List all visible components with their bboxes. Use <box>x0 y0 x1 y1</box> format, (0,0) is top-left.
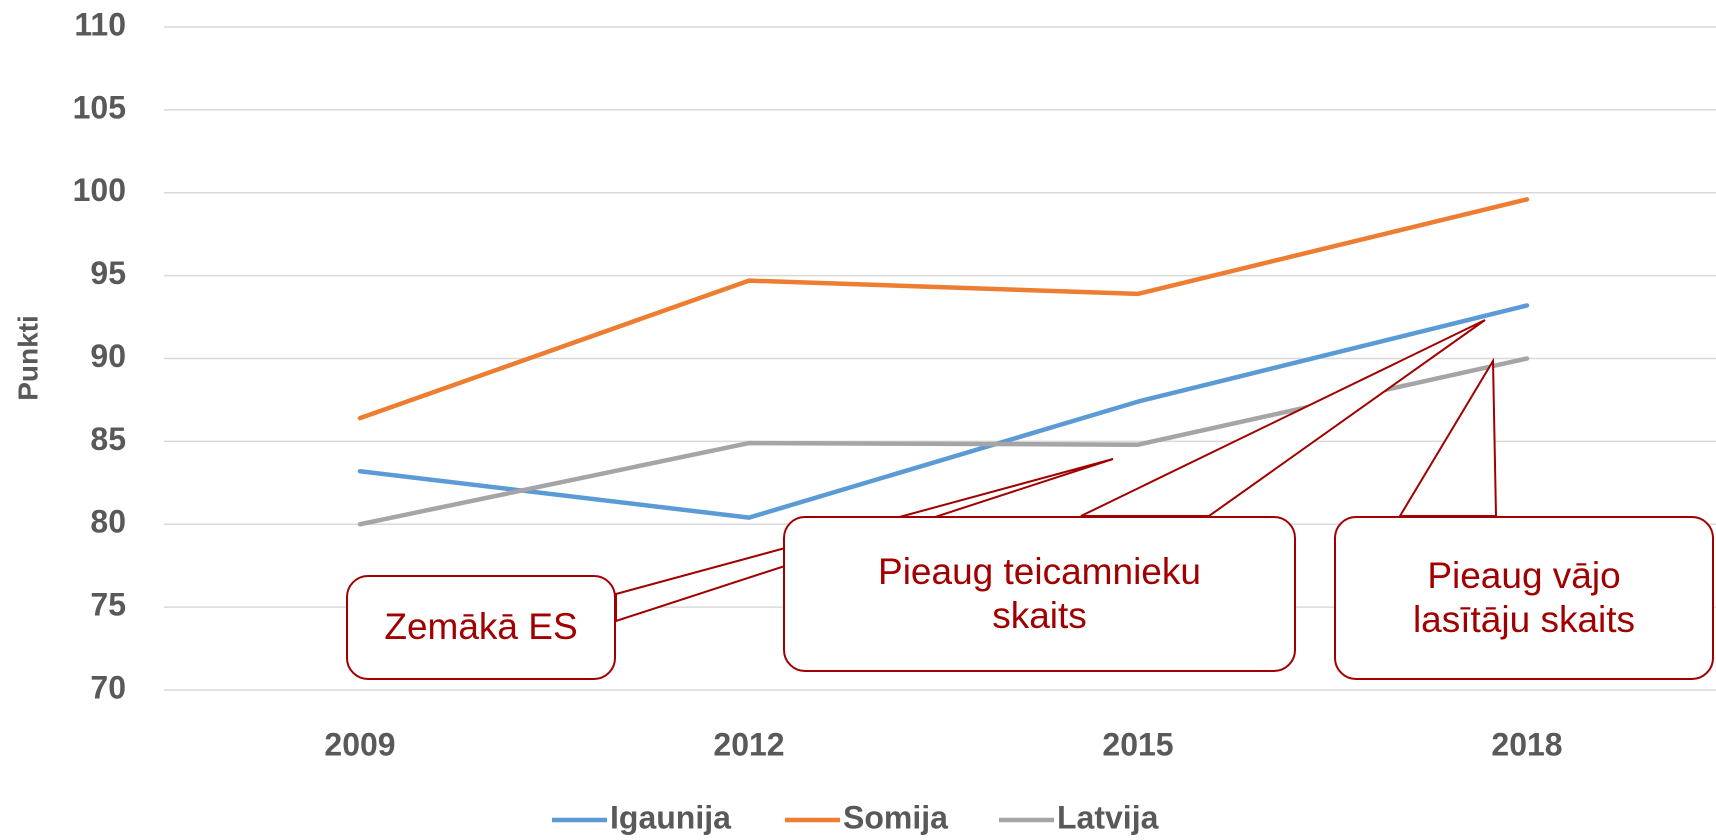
y-tick-label: 90 <box>90 338 126 374</box>
y-tick-label: 95 <box>90 255 126 291</box>
y-tick-label: 110 <box>74 6 126 42</box>
series-line <box>357 197 1530 421</box>
callout-text: Zemākā ES <box>384 606 578 648</box>
callout: Zemākā ES <box>346 575 616 680</box>
y-tick-label: 70 <box>90 669 126 705</box>
legend-label: Igaunija <box>610 799 731 835</box>
callout-text: Pieaug vājo lasītāju skaits <box>1412 554 1636 640</box>
legend-label: Somija <box>843 799 948 835</box>
x-tick-label: 2012 <box>713 726 784 762</box>
y-tick-label: 80 <box>90 504 126 540</box>
legend-label: Latvija <box>1057 799 1159 835</box>
y-tick-label: 105 <box>73 89 126 125</box>
y-tick-label: 75 <box>90 587 126 623</box>
y-tick-label: 85 <box>90 421 126 457</box>
callout-text: Pieaug teicamnieku skaits <box>878 550 1201 636</box>
y-tick-label: 100 <box>73 172 126 208</box>
callout: Pieaug vājo lasītāju skaits <box>1334 516 1714 680</box>
x-tick-label: 2015 <box>1102 726 1173 762</box>
y-axis-label: Punkti <box>12 315 43 401</box>
callout: Pieaug teicamnieku skaits <box>783 516 1296 672</box>
x-tick-label: 2018 <box>1491 726 1562 762</box>
series-line <box>357 303 1530 520</box>
lines <box>357 197 1530 527</box>
x-tick-label: 2009 <box>324 726 395 762</box>
